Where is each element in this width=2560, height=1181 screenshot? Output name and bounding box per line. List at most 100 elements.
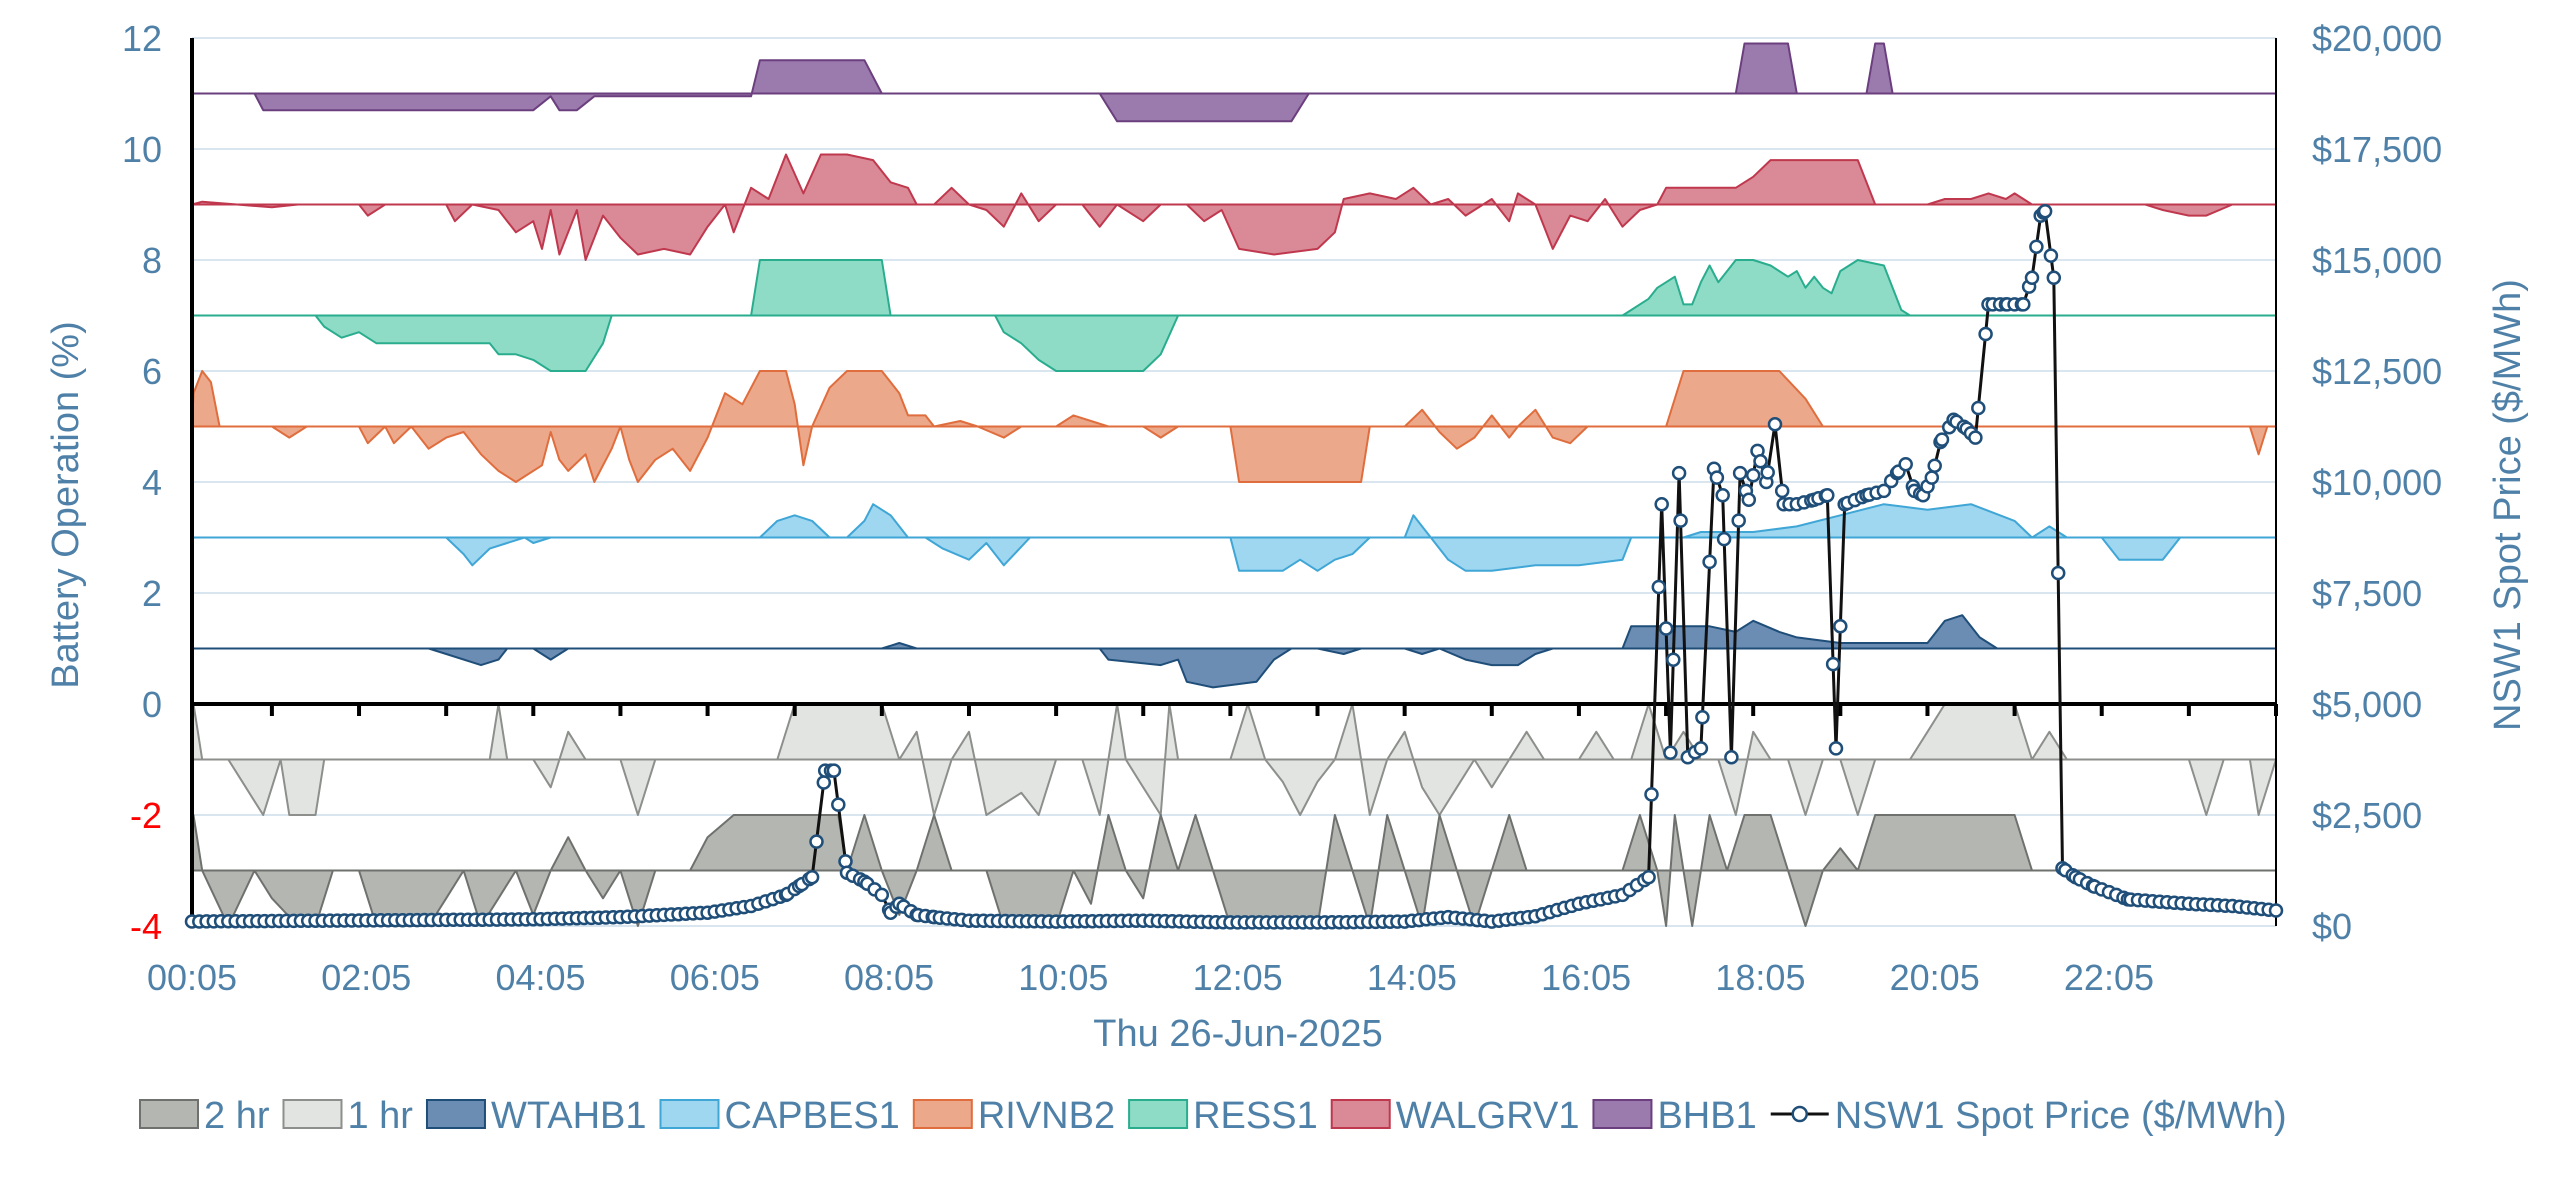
y-right-tick-label: $5,000 — [2312, 684, 2422, 725]
legend-item: WTAHB1 — [425, 1095, 647, 1137]
price-marker — [804, 869, 820, 885]
legend-item: NSW1 Spot Price ($/MWh) — [1770, 1095, 2287, 1137]
y-right-tick-label: $2,500 — [2312, 795, 2422, 836]
price-marker — [1825, 656, 1841, 672]
price-marker — [2046, 270, 2062, 286]
price-marker — [1658, 621, 1674, 636]
legend-item: RESS1 — [1128, 1095, 1318, 1137]
axes — [190, 38, 2278, 926]
price-marker — [2050, 565, 2066, 581]
x-tick-label: 16:05 — [1541, 957, 1631, 998]
price-marker — [1724, 750, 1739, 765]
y-right-tick-label: $7,500 — [2312, 573, 2422, 614]
y-axis-left-title: Battery Operation (%) — [45, 321, 87, 688]
price-marker — [2024, 270, 2040, 286]
price-line — [184, 203, 2284, 930]
legend-swatch — [1330, 1099, 1391, 1129]
y-left-tick-label: 2 — [142, 573, 162, 614]
x-tick-label: 06:05 — [670, 957, 760, 998]
price-marker — [1745, 468, 1761, 483]
price-marker — [1828, 741, 1844, 756]
gridlines — [192, 37, 2276, 927]
battery-area-wtahb1 — [191, 614, 2277, 689]
y-right-tick-label: $15,000 — [2312, 240, 2442, 281]
price-marker — [2029, 239, 2044, 254]
legend-swatch — [659, 1099, 720, 1129]
price-marker — [1654, 496, 1669, 512]
x-tick-label: 22:05 — [2064, 957, 2154, 998]
price-marker — [1820, 488, 1835, 503]
price-marker — [1971, 400, 1986, 416]
legend-label: WALGRV1 — [1396, 1095, 1580, 1137]
y-right-tick-label: $10,000 — [2312, 462, 2442, 503]
price-marker — [1651, 579, 1667, 595]
legend-item: CAPBES1 — [659, 1095, 900, 1137]
y-left-tick-label: 0 — [142, 684, 162, 725]
legend-marker — [1791, 1105, 1808, 1123]
legend: 2 hr 1 hr WTAHB1 CAPBES1 RIVNB2 RESS1 WALGRV1 B… — [139, 1095, 2287, 1137]
legend-label: 2 hr — [204, 1095, 270, 1137]
legend-item: WALGRV1 — [1330, 1095, 1580, 1137]
x-tick-label: 04:05 — [495, 957, 585, 998]
y-left-tick-label: -4 — [130, 906, 162, 947]
legend-swatch — [1592, 1099, 1653, 1129]
legend-label: BHB1 — [1657, 1095, 1756, 1137]
price-marker — [1693, 741, 1709, 756]
x-tick-label: 02:05 — [321, 957, 411, 998]
price-marker — [1715, 488, 1730, 503]
price-marker — [831, 797, 846, 812]
price-marker — [1927, 458, 1942, 473]
legend-item: BHB1 — [1592, 1095, 1757, 1137]
legend-label: RIVNB2 — [978, 1095, 1115, 1137]
price-marker — [1716, 531, 1732, 547]
y-left-tick-label: -2 — [130, 795, 162, 836]
price-marker — [809, 834, 824, 849]
legend-label: CAPBES1 — [725, 1095, 900, 1137]
axis-labels: Battery Operation (%) NSW1 Spot Price ($… — [45, 18, 2529, 1055]
battery-area-bhb1 — [191, 42, 2277, 123]
legend-swatch — [1128, 1099, 1189, 1129]
legend-swatch — [282, 1099, 343, 1129]
price-marker — [1731, 513, 1746, 528]
price-marker — [1934, 432, 1950, 447]
price-marker — [1924, 470, 1940, 485]
y-right-tick-label: $0 — [2312, 906, 2352, 947]
legend-swatch — [912, 1099, 973, 1129]
legend-swatch — [425, 1099, 486, 1129]
price-marker — [838, 854, 853, 869]
x-tick-label: 10:05 — [1018, 957, 1108, 998]
price-marker — [1876, 483, 1892, 499]
y-right-tick-label: $17,500 — [2312, 129, 2442, 170]
x-tick-label: 14:05 — [1367, 957, 1457, 998]
price-marker — [816, 775, 832, 790]
price-marker — [1732, 465, 1748, 481]
y-left-tick-label: 10 — [122, 129, 162, 170]
x-axis-title: Thu 26-Jun-2025 — [1093, 1013, 1382, 1055]
price-marker — [1671, 465, 1687, 481]
legend-label: WTAHB1 — [491, 1095, 647, 1137]
price-marker — [1833, 619, 1848, 634]
battery-area-walgrv1 — [191, 153, 2277, 261]
price-marker — [1663, 745, 1678, 761]
price-marker — [1641, 869, 1656, 885]
price-marker — [2037, 203, 2053, 219]
x-tick-label: 00:05 — [147, 957, 237, 998]
price-marker — [2043, 248, 2059, 263]
price-marker — [826, 763, 842, 778]
price-marker — [2016, 297, 2031, 312]
price-marker — [1666, 652, 1681, 667]
legend-swatch — [139, 1099, 199, 1129]
y-right-tick-label: $12,500 — [2312, 351, 2442, 392]
price-marker — [1673, 513, 1688, 528]
x-tick-label: 20:05 — [1890, 957, 1980, 998]
price-marker — [874, 887, 890, 903]
y-axis-right-title: NSW1 Spot Price ($/MWh) — [2487, 279, 2529, 731]
legend-item: 2 hr — [139, 1095, 270, 1137]
price-marker — [1709, 470, 1725, 485]
price-marker — [1978, 326, 1993, 342]
price-marker — [1767, 417, 1783, 432]
legend-label: RESS1 — [1193, 1095, 1318, 1137]
y-right-tick-label: $20,000 — [2312, 18, 2442, 59]
legend-item: RIVNB2 — [912, 1095, 1115, 1137]
